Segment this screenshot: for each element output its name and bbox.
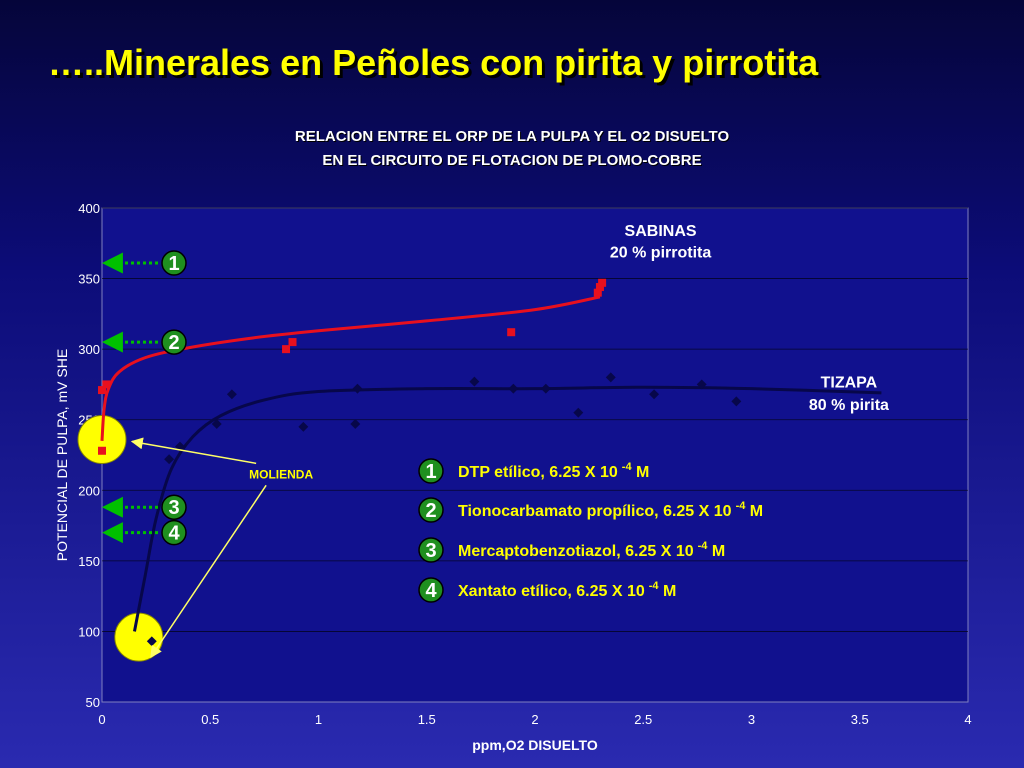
- data-point-diamond: [605, 372, 616, 383]
- plot-area: [101, 207, 969, 703]
- level-markers: 1 2 3 4: [101, 250, 187, 546]
- legend-badge-number: 4: [425, 580, 437, 602]
- molienda-label: MOLIENDA: [249, 467, 313, 481]
- data-point-diamond: [469, 376, 480, 387]
- slide-title: …..Minerales en Peñoles con pirita y pir…: [48, 42, 819, 83]
- level-badge-4: [161, 519, 187, 546]
- trend-line-1: [100, 295, 601, 441]
- x-tick-label: 1.5: [418, 712, 436, 727]
- axis-ticks: 00.511.522.533.5450100150200250300350400…: [54, 201, 972, 753]
- chart-subtitle-line2: EN EL CIRCUITO DE FLOTACION DE PLOMO-COB…: [322, 152, 702, 169]
- data-points: [98, 278, 742, 647]
- data-point-diamond: [350, 418, 361, 429]
- level-badge-number: 1: [168, 253, 179, 275]
- y-tick-label: 300: [78, 342, 100, 357]
- level-badge-number: 4: [168, 523, 180, 545]
- data-point-square: [595, 283, 604, 292]
- level-badge-3: [161, 494, 187, 520]
- level-badge-2: [161, 329, 187, 355]
- x-tick-label: 3: [748, 712, 755, 727]
- legend-item-1: DTP etílico, 6.25 X 10 -4 M: [458, 461, 649, 481]
- x-tick-label: 3.5: [851, 712, 869, 727]
- data-point-square: [598, 278, 607, 287]
- data-point-square: [102, 380, 111, 389]
- data-point-square: [98, 446, 106, 455]
- legend-item-4: Xantato etílico, 6.25 X 10 -4 M: [458, 580, 676, 600]
- data-point-diamond: [211, 418, 222, 429]
- legend-badge-4: [418, 577, 444, 603]
- data-point-diamond: [164, 454, 175, 465]
- trend-line-2: [133, 385, 882, 632]
- level-badge-number: 2: [168, 332, 179, 354]
- x-tick-label: 0.5: [201, 712, 219, 727]
- annotation-sabinas_pct: 20 % pirrotita: [610, 244, 711, 261]
- legend-item-3: Mercaptobenzotiazol, 6.25 X 10 -4 M: [458, 540, 725, 560]
- level-badge-number: 3: [168, 497, 179, 519]
- level-badge-1: [161, 250, 187, 276]
- annotations: SABINAS 20 % pirrotita TIZAPA 80 % pirita MO…: [130, 223, 889, 659]
- data-point-diamond: [540, 383, 551, 394]
- data-point-diamond: [352, 383, 363, 394]
- y-tick-label: 200: [78, 483, 100, 498]
- data-point-diamond: [696, 379, 707, 390]
- data-point-square: [282, 345, 291, 354]
- x-tick-label: 2.5: [634, 712, 652, 727]
- chart-subtitle-line1: RELACION ENTRE EL ORP DE LA PULPA Y EL O…: [294, 128, 730, 145]
- data-point-diamond: [146, 636, 157, 647]
- x-tick-label: 2: [531, 712, 538, 727]
- legend-badge-1: [418, 458, 444, 484]
- data-point-diamond: [649, 389, 660, 400]
- legend-item-2: Tionocarbamato propílico, 6.25 X 10 -4 M: [458, 500, 763, 520]
- annotation-sabinas_name: SABINAS: [625, 223, 697, 240]
- legend-badge-number: 3: [425, 540, 436, 562]
- x-tick-label: 1: [315, 712, 322, 727]
- y-tick-label: 100: [78, 624, 100, 639]
- y-tick-label: 50: [86, 695, 100, 710]
- data-point-diamond: [573, 407, 584, 418]
- data-point-square: [507, 328, 516, 337]
- legend-badge-2: [418, 497, 444, 523]
- data-point-diamond: [731, 396, 742, 407]
- data-point-square: [288, 338, 297, 347]
- y-tick-label: 400: [78, 201, 100, 216]
- x-tick-label: 0: [98, 712, 105, 727]
- data-point-diamond: [226, 389, 237, 400]
- legend-badge-number: 2: [425, 500, 436, 522]
- legend-badge-3: [418, 537, 444, 563]
- x-tick-label: 4: [964, 712, 971, 727]
- y-tick-label: 150: [78, 554, 100, 569]
- trend-lines: [77, 295, 882, 662]
- grid: [102, 207, 968, 632]
- legend-badge-number: 1: [425, 461, 436, 483]
- annotation-tizapa_pct: 80 % pirita: [809, 397, 889, 414]
- plot-background: [101, 207, 969, 703]
- molienda-arrow-lower: [150, 484, 267, 659]
- x-axis-title: ppm,O2 DISUELTO: [472, 737, 598, 753]
- molienda-highlight-circle: [114, 612, 164, 662]
- y-axis-title: POTENCIAL DE PULPA, mV SHE: [54, 349, 70, 561]
- y-tick-label: 350: [78, 272, 100, 287]
- data-point-square: [98, 386, 106, 395]
- data-point-square: [593, 288, 602, 297]
- data-point-diamond: [298, 421, 309, 432]
- legend: 1 DTP etílico, 6.25 X 10 -4 M 2 Tionocarbama…: [418, 458, 763, 603]
- molienda-arrow-upper: [130, 437, 257, 465]
- annotation-tizapa_name: TIZAPA: [821, 374, 878, 391]
